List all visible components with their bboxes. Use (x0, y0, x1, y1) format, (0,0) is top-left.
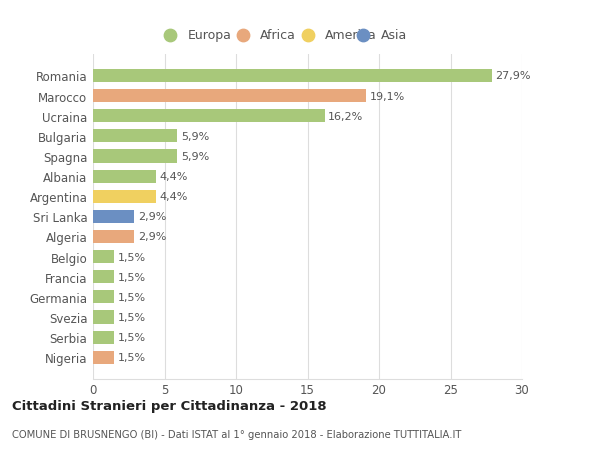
Text: 1,5%: 1,5% (118, 312, 146, 322)
Text: 19,1%: 19,1% (370, 91, 405, 101)
Bar (93, 311, 115, 324)
Text: 1,5%: 1,5% (118, 252, 146, 262)
Bar (93, 170, 156, 183)
Bar (93, 110, 325, 123)
Text: 4,4%: 4,4% (160, 172, 188, 182)
Text: 1,5%: 1,5% (118, 292, 146, 302)
Bar (93, 251, 115, 263)
Text: 1,5%: 1,5% (118, 272, 146, 282)
Text: 16,2%: 16,2% (328, 112, 364, 122)
Text: America: America (325, 29, 376, 42)
Text: 27,9%: 27,9% (496, 71, 531, 81)
Text: Asia: Asia (380, 29, 407, 42)
Text: COMUNE DI BRUSNENGO (BI) - Dati ISTAT al 1° gennaio 2018 - Elaborazione TUTTITAL: COMUNE DI BRUSNENGO (BI) - Dati ISTAT al… (12, 429, 461, 439)
Text: Europa: Europa (187, 29, 231, 42)
Text: Africa: Africa (260, 29, 296, 42)
Bar (93, 271, 115, 284)
Bar (93, 331, 115, 344)
Bar (93, 351, 115, 364)
Bar (93, 210, 134, 224)
Text: Cittadini Stranieri per Cittadinanza - 2018: Cittadini Stranieri per Cittadinanza - 2… (12, 399, 326, 412)
Bar (93, 230, 134, 243)
Text: 1,5%: 1,5% (118, 332, 146, 342)
Text: 5,9%: 5,9% (181, 132, 209, 141)
Point (93, 332, 103, 340)
Text: 5,9%: 5,9% (181, 151, 209, 162)
Bar (93, 90, 366, 103)
Bar (93, 70, 492, 83)
Bar (93, 130, 178, 143)
Bar (93, 150, 178, 163)
Text: 1,5%: 1,5% (118, 353, 146, 363)
Text: 2,9%: 2,9% (138, 232, 166, 242)
Point (97, 332, 107, 340)
Text: 2,9%: 2,9% (138, 212, 166, 222)
Text: 4,4%: 4,4% (160, 192, 188, 202)
Point (95, 332, 105, 340)
Bar (93, 190, 156, 203)
Bar (93, 291, 115, 304)
Point (91, 332, 100, 340)
